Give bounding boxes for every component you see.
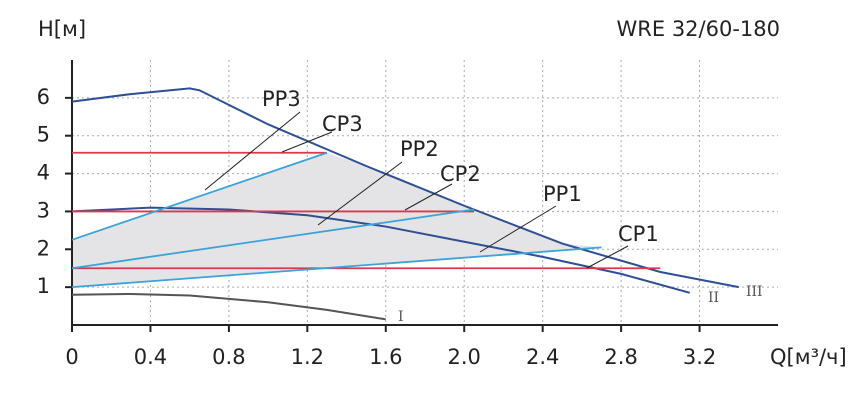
- x-tick-label: 3.2: [683, 345, 716, 369]
- series-line: [71, 292, 386, 321]
- leader-line: [404, 183, 453, 211]
- leader-line: [586, 245, 629, 269]
- y-tick-label: 6: [37, 85, 50, 109]
- series-line: [71, 246, 602, 289]
- series-line: [71, 87, 739, 289]
- series-label: PP3: [262, 87, 301, 111]
- series-line: [71, 151, 328, 241]
- series-line: [71, 208, 475, 270]
- leader-line: [204, 111, 301, 191]
- y-tick-label: 1: [37, 274, 50, 298]
- series-label: II: [708, 290, 719, 306]
- x-tick-label: 1.2: [291, 345, 324, 369]
- x-tick-label: 0.4: [134, 345, 167, 369]
- x-tick-label: 2.4: [526, 345, 559, 369]
- x-tick-label: 2.8: [604, 345, 637, 369]
- series-label: PP2: [400, 137, 439, 161]
- series-label: CP1: [618, 222, 659, 246]
- y-tick-label: 3: [37, 198, 50, 222]
- x-axis-label: Q[м³/ч]: [770, 345, 847, 369]
- x-tick-label: 1.6: [369, 345, 402, 369]
- y-tick-label: 4: [37, 161, 50, 185]
- x-tick-label: 0: [65, 345, 78, 369]
- y-axis-label: H[м]: [38, 17, 86, 41]
- y-tick-label: 5: [37, 123, 50, 147]
- series-label: CP2: [440, 162, 481, 186]
- series-label: III: [746, 284, 763, 300]
- series-label: CP3: [322, 112, 363, 136]
- chart-title: WRE 32/60-180: [617, 17, 780, 41]
- leader-line: [281, 131, 333, 153]
- series-label: I: [398, 309, 404, 325]
- leader-line: [317, 161, 403, 226]
- x-tick-label: 0.8: [212, 345, 245, 369]
- x-tick-label: 2.0: [448, 345, 481, 369]
- y-tick-label: 2: [37, 236, 50, 260]
- series-label: PP1: [543, 182, 582, 206]
- leader-line: [479, 205, 557, 253]
